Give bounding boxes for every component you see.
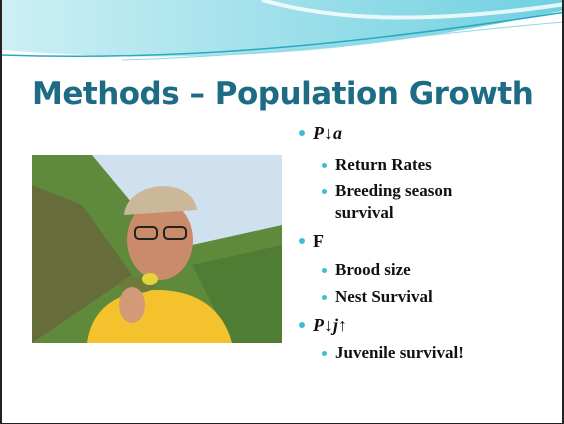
sub-bullet-dot bbox=[322, 163, 327, 168]
bullet-text: P↓j↑ bbox=[313, 314, 347, 336]
bullet-text: P↓a bbox=[313, 122, 342, 144]
sub-bullet-text: Nest Survival bbox=[335, 286, 510, 308]
sub-bullet-dot bbox=[322, 189, 327, 194]
slide-title: Methods – Population Growth bbox=[32, 76, 533, 112]
sub-bullet-dot bbox=[322, 295, 327, 300]
slide: Methods – Population Growth P↓a Return Ra… bbox=[0, 0, 564, 424]
sub-bullet-dot bbox=[322, 268, 327, 273]
bullet-text: F bbox=[313, 230, 324, 252]
sub-bullet-text: Return Rates bbox=[335, 154, 510, 176]
bullet-dot bbox=[299, 130, 305, 136]
sub-bullet-text: Brood size bbox=[335, 259, 510, 281]
sub-bullet-text: Breeding season survival bbox=[335, 180, 510, 224]
sub-bullet-text: Juvenile survival! bbox=[335, 342, 510, 364]
bullet-dot bbox=[299, 322, 305, 328]
sub-bullet-dot bbox=[322, 351, 327, 356]
bullet-dot bbox=[299, 238, 305, 244]
photo bbox=[32, 155, 282, 343]
header-wave bbox=[2, 0, 564, 70]
